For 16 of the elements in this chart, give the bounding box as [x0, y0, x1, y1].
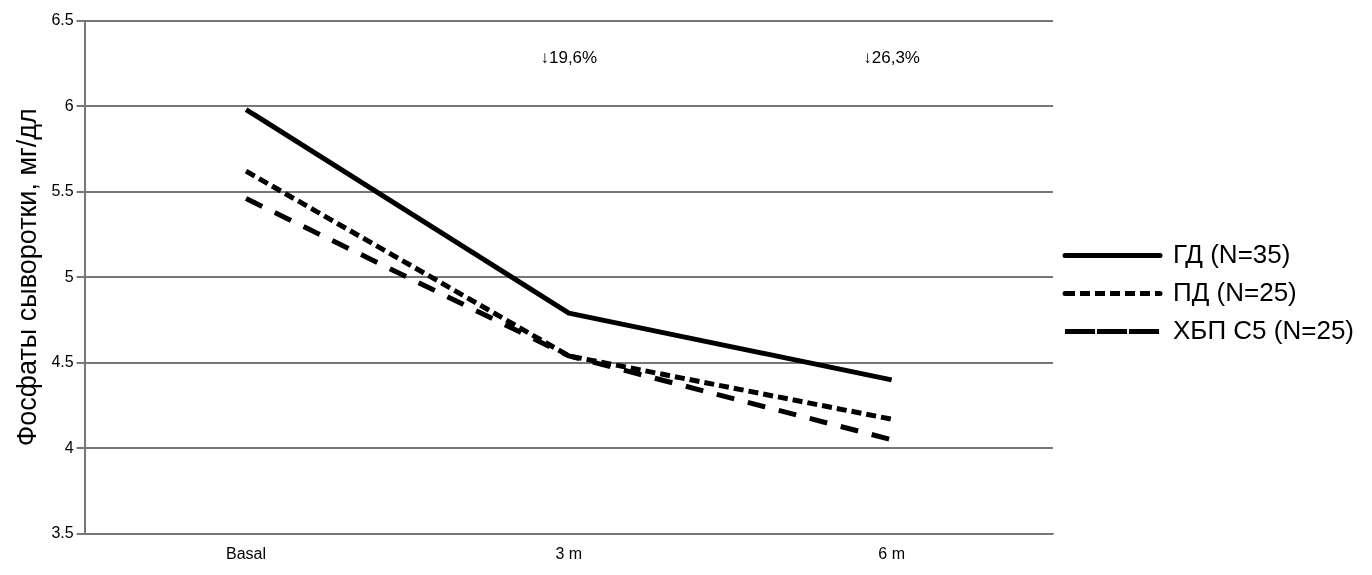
y-tick-label: 4	[64, 438, 74, 456]
annotation: ↓26,3%	[863, 48, 920, 68]
y-tick-label: 6	[64, 96, 74, 114]
y-axis-title: Фосфаты сыворотки, мг/дл	[11, 108, 42, 447]
legend-label: ПД (N=25)	[1173, 276, 1297, 307]
legend-label: ГД (N=35)	[1173, 238, 1291, 269]
annotation: ↓19,6%	[540, 48, 598, 68]
legend-label: ХБП С5 (N=25)	[1173, 314, 1355, 345]
y-tick-label: 5	[64, 267, 74, 285]
y-tick-label: 4.5	[51, 353, 74, 371]
x-tick-label: Basal	[226, 544, 267, 562]
x-tick-label: 6 m	[878, 544, 905, 562]
y-tick-label: 5.5	[51, 182, 74, 200]
x-tick-label: 3 m	[555, 544, 583, 562]
y-tick-label: 6.5	[51, 11, 74, 29]
y-tick-label: 3.5	[51, 524, 74, 542]
